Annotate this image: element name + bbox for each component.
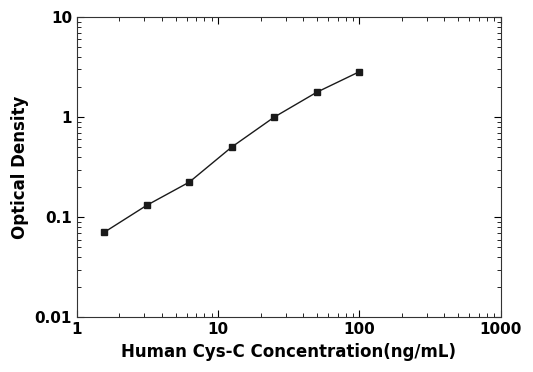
X-axis label: Human Cys-C Concentration(ng/mL): Human Cys-C Concentration(ng/mL): [122, 343, 456, 361]
Y-axis label: Optical Density: Optical Density: [11, 96, 29, 239]
